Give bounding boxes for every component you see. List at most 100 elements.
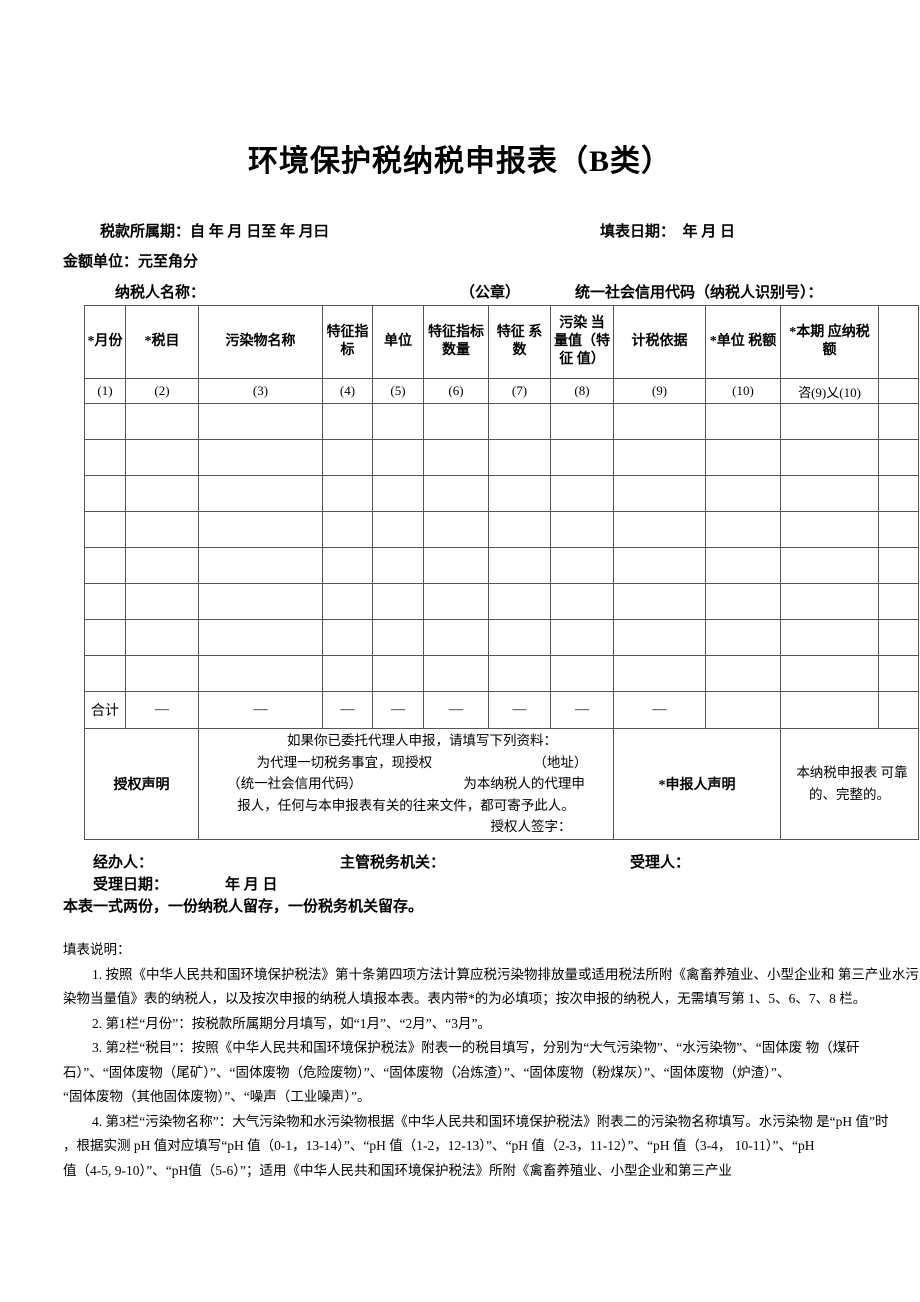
- total-empty-cell: [878, 691, 919, 729]
- tax-period-label: 税款所属期：自 年 月 日至 年 月曰: [100, 224, 329, 240]
- empty-cell: [780, 619, 879, 656]
- instruction-line: “固体废物（其他固体废物）”、“噪声（工业噪声）”。: [63, 1089, 371, 1104]
- empty-cell: [423, 403, 489, 440]
- instruction-line: ，根据实测 pH 值对应填写“pH 值（0-1，13-14）”、“pH 值（1-…: [63, 1138, 815, 1153]
- empty-cell: [780, 439, 879, 476]
- empty-cell: [125, 619, 199, 656]
- tax-authority-label: 主管税务机关：: [340, 855, 446, 871]
- col-header-tax-basis: 计税依据: [613, 305, 706, 379]
- empty-row: [84, 619, 919, 656]
- authorization-statement-label: 授权声明: [84, 728, 199, 840]
- total-dash: —: [613, 691, 706, 729]
- col-number-spacer: [878, 378, 919, 404]
- empty-row: [84, 511, 919, 548]
- total-dash: —: [423, 691, 489, 729]
- empty-cell: [84, 583, 126, 620]
- instruction-line: 染物当量值》表的纳税人，以及按次申报的纳税人填报本表。表内带*的为必填项；按次申…: [63, 991, 867, 1006]
- fill-date-label: 填表日期： 年 月 日: [600, 224, 736, 240]
- empty-cell: [198, 583, 323, 620]
- instruction-line: 4. 第3栏“污染物名称”：大气污染物和水污染物根据《中华人民共和国环境保护税法…: [92, 1113, 889, 1129]
- col-header-pollutant-name: 污染物名称: [198, 305, 323, 379]
- col-header-unit-tax: *单位 税额: [705, 305, 781, 379]
- empty-cell: [372, 547, 424, 584]
- empty-cell: [84, 439, 126, 476]
- col-number: (2): [125, 378, 199, 404]
- empty-cell: [84, 403, 126, 440]
- empty-cell: [705, 475, 781, 512]
- empty-cell: [613, 655, 706, 692]
- col-number: (7): [488, 378, 551, 404]
- empty-cell: [125, 583, 199, 620]
- empty-cell: [372, 475, 424, 512]
- empty-cell: [372, 511, 424, 548]
- auth-text-line: 报人，任何与本申报表有关的往来文件，都可寄予此人。: [237, 797, 575, 813]
- col-number: (4): [322, 378, 373, 404]
- col-header-month: *月份: [84, 305, 126, 379]
- copies-note: 本表一式两份，一份纳税人留存，一份税务机关留存。: [63, 899, 424, 915]
- empty-cell: [550, 547, 614, 584]
- auth-signature-label: 授权人签字：: [490, 819, 572, 835]
- form-title: 环境保护税纳税申报表（B类）: [247, 145, 672, 178]
- taxpayer-name-label: 纳税人名称：: [115, 285, 206, 301]
- empty-cell: [780, 583, 879, 620]
- empty-cell: [550, 619, 614, 656]
- empty-cell: [423, 583, 489, 620]
- empty-row: [84, 475, 919, 512]
- empty-cell: [322, 439, 373, 476]
- col-number-formula: 咨(9)乂(10): [780, 378, 879, 404]
- empty-cell: [423, 439, 489, 476]
- empty-cell: [322, 475, 373, 512]
- col-header-feature-indicator: 特征指标: [322, 305, 373, 379]
- empty-cell: [613, 619, 706, 656]
- total-label: 合计: [84, 691, 126, 729]
- empty-cell: [322, 655, 373, 692]
- empty-cell: [613, 439, 706, 476]
- auth-text-line: 如果你已委托代理人申报，请填写下列资料：: [287, 733, 557, 749]
- col-number: (5): [372, 378, 424, 404]
- col-header-payable-tax: *本期 应纳税额: [780, 305, 879, 379]
- authorization-row: 授权声明 如果你已委托代理人申报，请填写下列资料： 为代理一切税务事宜，现授权 …: [84, 728, 919, 840]
- total-row: 合计 — — — — — — — —: [84, 691, 919, 729]
- total-dash: —: [488, 691, 551, 729]
- empty-cell: [125, 403, 199, 440]
- empty-cell: [613, 583, 706, 620]
- empty-cell: [423, 619, 489, 656]
- amount-unit-label: 金额单位：元至角分: [63, 254, 199, 270]
- empty-cell: [84, 475, 126, 512]
- empty-cell: [613, 403, 706, 440]
- col-header-feature-coefficient: 特征 系数: [488, 305, 551, 379]
- empty-cell: [488, 655, 551, 692]
- empty-cell: [488, 583, 551, 620]
- empty-cell: [322, 619, 373, 656]
- col-header-indicator-quantity: 特征指标数量: [423, 305, 489, 379]
- receiver-label: 受理人：: [630, 855, 691, 871]
- declarer-statement-text: 本纳税申报表 可靠 的、完整的。: [780, 728, 919, 840]
- credit-code-label: 统一社会信用代码（纳税人识别号）：: [575, 285, 823, 301]
- empty-row: [84, 439, 919, 476]
- col-number: (8): [550, 378, 614, 404]
- empty-cell: [780, 547, 879, 584]
- empty-cell: [488, 403, 551, 440]
- empty-cell: [322, 583, 373, 620]
- empty-cell: [488, 547, 551, 584]
- empty-cell: [198, 655, 323, 692]
- total-dash: —: [372, 691, 424, 729]
- empty-cell: [198, 403, 323, 440]
- empty-cell: [780, 403, 879, 440]
- col-header-equivalent-value: 污染 当量值（特征 值）: [550, 305, 614, 379]
- empty-cell: [322, 547, 373, 584]
- empty-cell: [125, 547, 199, 584]
- empty-cell: [125, 655, 199, 692]
- empty-cell: [550, 583, 614, 620]
- empty-cell: [878, 403, 919, 440]
- col-header-spacer: [878, 305, 919, 379]
- empty-cell: [550, 403, 614, 440]
- col-number: (3): [198, 378, 323, 404]
- empty-cell: [198, 439, 323, 476]
- instruction-line: 石）”、“固体废物（尾矿）”、“固体废物（危险废物）”、“固体废物（冶炼渣）”、…: [63, 1064, 791, 1080]
- empty-cell: [878, 655, 919, 692]
- authorization-statement-text: 如果你已委托代理人申报，请填写下列资料： 为代理一切税务事宜，现授权 （地址） …: [198, 728, 614, 840]
- empty-cell: [705, 547, 781, 584]
- empty-cell: [488, 511, 551, 548]
